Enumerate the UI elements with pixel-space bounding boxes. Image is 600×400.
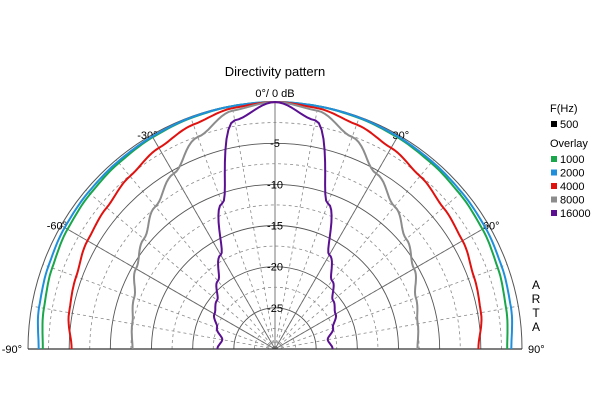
watermark-letter: R xyxy=(532,292,541,306)
grid-ring-major xyxy=(151,225,399,350)
legend-label-4000: 4000 xyxy=(560,181,584,193)
angle-tick-label: 90° xyxy=(528,344,545,356)
grid-ring-minor xyxy=(212,286,338,350)
watermark-letter: A xyxy=(532,278,540,292)
legend-label-16000: 16000 xyxy=(560,208,591,220)
legend-swatch-500 xyxy=(551,121,557,127)
grid-ring-major xyxy=(233,307,317,350)
legend-swatch-2000 xyxy=(551,169,557,176)
angle-tick-label: -60° xyxy=(47,221,67,233)
legend-swatch-16000 xyxy=(551,210,557,216)
polar-grid xyxy=(27,101,523,350)
angle-tick-label: -30° xyxy=(137,130,157,142)
legend-label-2000: 2000 xyxy=(560,168,584,180)
legend-swatch-4000 xyxy=(551,183,557,189)
legend-overlay-header: Overlay xyxy=(550,138,588,150)
angle-tick-label: 30° xyxy=(393,130,410,142)
legend-swatch-1000 xyxy=(551,156,557,162)
angle-tick-labels: -90°-60°-30° 30°60°90° xyxy=(2,130,545,356)
grid-ring-minor xyxy=(130,204,420,350)
legend-label-500: 500 xyxy=(560,119,578,131)
directivity-curves xyxy=(36,101,514,350)
radial-tick-label: -15 xyxy=(267,221,283,233)
top-axis-label: 0°/ 0 dB xyxy=(255,88,294,100)
radial-tick-label: -20 xyxy=(267,262,283,274)
grid-ring-major xyxy=(68,142,482,350)
radial-tick-label: -25 xyxy=(267,303,283,315)
chart-title: Directivity pattern xyxy=(225,64,325,79)
radial-tick-label: -5 xyxy=(270,138,280,150)
legend-swatch-8000 xyxy=(551,196,557,203)
watermark-letter: T xyxy=(532,306,540,320)
radial-tick-label: -10 xyxy=(267,179,283,191)
grid-ring-minor xyxy=(254,328,296,350)
radial-tick-labels: -5 -10 -15 -20 -25 xyxy=(267,138,283,315)
grid-ring-major xyxy=(109,183,441,350)
grid-ring-major xyxy=(192,266,358,350)
curve-16000 xyxy=(213,101,337,350)
grid-ring-minor xyxy=(89,163,461,350)
watermark-letter: A xyxy=(532,320,540,334)
grid-ring-minor xyxy=(48,122,502,350)
legend-label-1000: 1000 xyxy=(560,154,584,166)
legend-freq-header: F(Hz) xyxy=(550,103,578,115)
angle-tick-label: -90° xyxy=(2,344,22,356)
grid-ring-minor xyxy=(171,245,379,350)
legend-label-8000: 8000 xyxy=(560,195,584,207)
